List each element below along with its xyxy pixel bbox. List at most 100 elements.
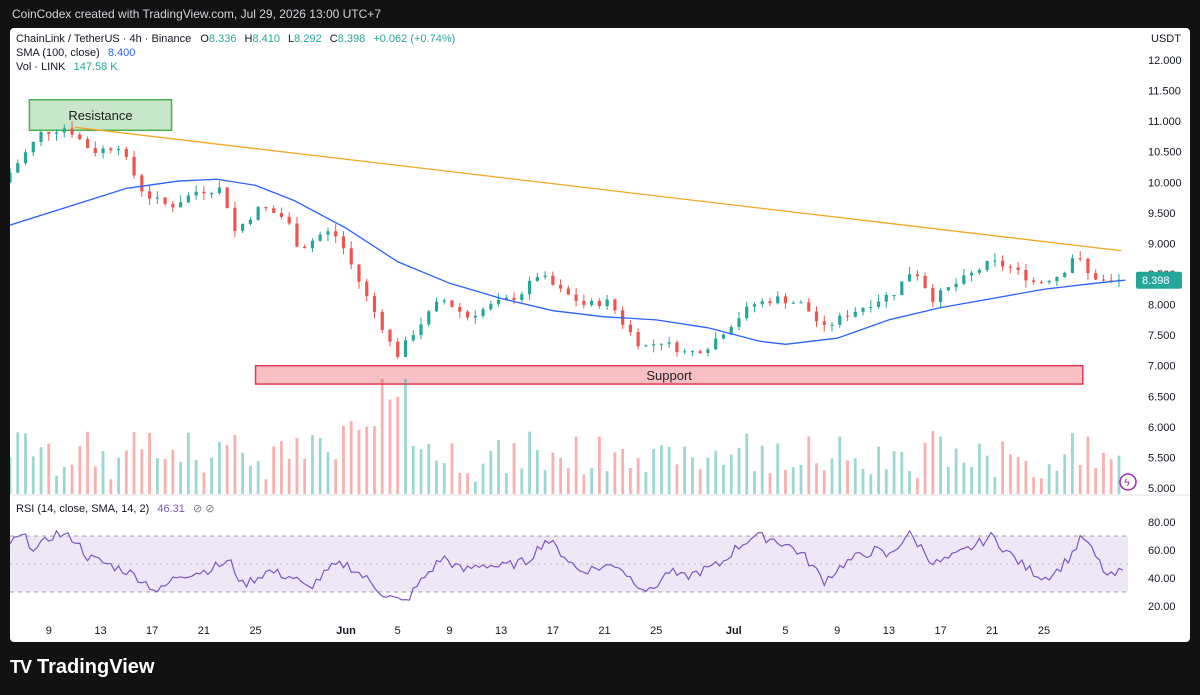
tradingview-wordmark: TradingView xyxy=(37,656,155,678)
candle xyxy=(16,159,20,174)
volume-bar xyxy=(1001,441,1005,494)
price-tick-label: 11.500 xyxy=(1148,86,1181,98)
candle xyxy=(721,333,726,340)
candle xyxy=(124,146,128,161)
volume-bar xyxy=(481,463,485,494)
volume-bar xyxy=(47,443,51,494)
candle xyxy=(1078,251,1082,262)
candle xyxy=(465,309,470,321)
candle xyxy=(54,129,59,141)
candle xyxy=(520,291,524,303)
volume-bar xyxy=(148,432,151,494)
volume-bar xyxy=(884,469,888,494)
legend-pair-name: ChainLink / TetherUS · 4h · Binance xyxy=(16,33,191,45)
candle xyxy=(628,319,632,336)
candle xyxy=(70,121,74,138)
candle xyxy=(822,315,826,332)
volume-bar xyxy=(776,443,780,494)
candle xyxy=(303,244,307,249)
candle xyxy=(380,309,384,334)
volume-bar xyxy=(1117,455,1121,494)
volume-bar xyxy=(62,466,66,494)
volume-bar xyxy=(186,432,190,494)
volume-bar xyxy=(295,438,299,494)
volume-bar xyxy=(977,443,981,494)
volume-bar xyxy=(272,446,276,494)
volume-bar xyxy=(1055,470,1059,494)
volume-bar xyxy=(489,450,493,494)
volume-bar xyxy=(675,464,679,494)
candle xyxy=(892,294,896,301)
candle xyxy=(667,336,671,348)
candle xyxy=(256,206,260,221)
candle xyxy=(450,300,454,308)
volume-bar xyxy=(698,469,702,494)
candlesticks xyxy=(10,121,1121,360)
volume-bar xyxy=(380,379,384,494)
volume-bar xyxy=(171,449,175,494)
volume-bar xyxy=(264,479,268,494)
price-tick-label: 10.000 xyxy=(1148,177,1182,189)
tradingview-logo[interactable]: TV TradingView xyxy=(10,656,154,679)
volume-bar xyxy=(373,426,376,494)
candle xyxy=(10,168,12,184)
candle xyxy=(543,271,547,280)
volume-bar xyxy=(303,458,307,494)
candle xyxy=(768,297,772,307)
time-tick-label: 13 xyxy=(495,625,507,637)
alert-bolt-icon[interactable] xyxy=(1119,473,1137,491)
candle xyxy=(1094,269,1098,281)
volume-bar xyxy=(597,436,601,494)
candle xyxy=(737,312,741,331)
time-tick-label: 5 xyxy=(395,625,401,637)
volume-bar xyxy=(334,459,338,494)
tradingview-logo-icon: TV xyxy=(10,657,32,677)
volume-bar xyxy=(1078,464,1082,494)
candle xyxy=(233,201,237,238)
volume-bar xyxy=(861,468,865,494)
currency-label: USDT xyxy=(1151,33,1181,45)
volume-bar xyxy=(582,474,586,494)
volume-bar xyxy=(543,469,547,494)
volume-bar xyxy=(520,468,524,494)
price-tick-label: 5.500 xyxy=(1148,452,1176,464)
candle xyxy=(427,310,431,327)
time-axis[interactable]: 9 13 17 21 25 Jun 5 9 13 17 21 25 Jul 5 9 13 17 21 25 xyxy=(46,625,1050,637)
chart-svg[interactable]: Support Resistance 12.000 11.500 11.000 10.… xyxy=(10,28,1190,642)
candle xyxy=(85,136,90,149)
candle xyxy=(279,207,284,220)
candle xyxy=(217,181,221,195)
volume-bar xyxy=(287,458,291,494)
candle xyxy=(760,298,764,308)
volume-bar xyxy=(78,446,82,494)
legend-close-value: 8.398 xyxy=(338,33,366,45)
rsi-axis[interactable]: 80.00 60.00 40.00 20.00 xyxy=(1148,517,1176,613)
support-zone[interactable] xyxy=(254,364,1084,385)
rsi-tick-label: 40.00 xyxy=(1148,573,1176,585)
resistance-trendline[interactable] xyxy=(74,126,1122,252)
volume-bar xyxy=(101,451,105,494)
volume-bar xyxy=(915,477,919,494)
candle xyxy=(318,231,322,242)
last-price-value: 8.398 xyxy=(1142,275,1170,287)
volume-bar xyxy=(822,470,826,494)
time-tick-label: 13 xyxy=(883,625,895,637)
legend-sma: SMA (100, close) 8.400 xyxy=(16,47,135,59)
volume-bar xyxy=(194,460,198,494)
alert-bolt-glyph: ϟ xyxy=(1124,477,1130,489)
legend-low-value: 8.292 xyxy=(294,33,322,45)
candle xyxy=(147,185,152,205)
volume-bar xyxy=(923,442,927,494)
volume-bar xyxy=(1063,454,1067,494)
candle xyxy=(1039,280,1044,285)
volume-bar xyxy=(311,435,314,494)
volume-bar xyxy=(217,441,221,494)
legend-volume-value: 147.58 K xyxy=(74,61,119,73)
candle xyxy=(326,227,330,242)
price-tick-label: 7.000 xyxy=(1148,361,1176,373)
chart-card[interactable]: Support Resistance 12.000 11.500 11.000 10.… xyxy=(10,28,1190,642)
volume-bar xyxy=(946,466,950,494)
candle xyxy=(644,344,648,347)
candle xyxy=(683,348,687,355)
candle xyxy=(861,307,865,316)
